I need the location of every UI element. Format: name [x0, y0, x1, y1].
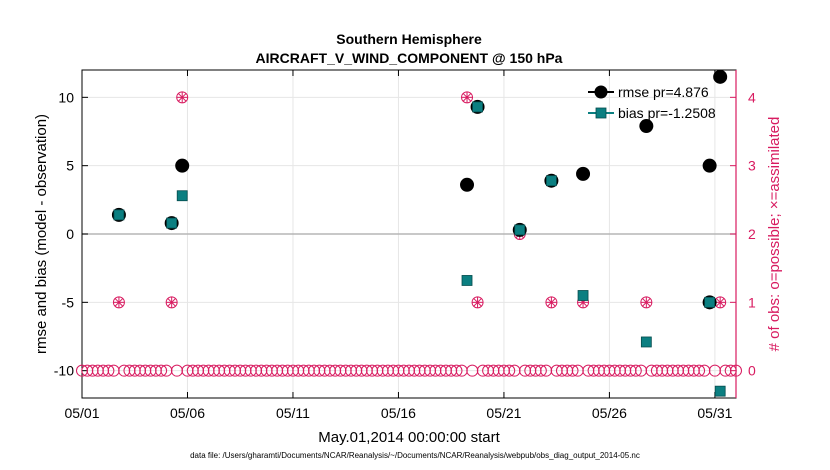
x-tick-label: 05/06 — [170, 405, 205, 421]
rmse-point — [175, 158, 190, 173]
y2-axis-label: # of obs: o=possible; ×=assimilated — [766, 117, 783, 352]
obs-count-marker — [112, 296, 125, 309]
x-tick-label: 05/11 — [276, 405, 310, 421]
legend-bias-label: bias pr=-1.2508 — [618, 105, 716, 121]
rmse-point — [639, 119, 654, 134]
bias-point — [113, 209, 125, 221]
bias-point — [577, 290, 589, 301]
y2-tick-label: 1 — [748, 294, 756, 310]
obs-zero-marker — [503, 364, 516, 377]
y2-tick-label: 2 — [748, 226, 756, 242]
obs-possible-circle — [534, 364, 547, 377]
obs-possible-circle — [566, 364, 579, 377]
obs-possible-circle — [102, 364, 115, 377]
bias-point — [704, 296, 716, 308]
obs-zero-marker — [693, 364, 706, 377]
legend: rmse pr=4.876 bias pr=-1.2508 — [588, 84, 716, 121]
obs-possible-circle — [503, 364, 516, 377]
x-tick-label: 05/16 — [381, 405, 416, 421]
x-tick-label: 05/26 — [592, 405, 627, 421]
rmse-point — [702, 158, 717, 173]
obs-count-marker — [471, 296, 484, 309]
obs-zero-marker — [102, 364, 115, 377]
bias-point — [166, 217, 178, 229]
x-tick-label: 05/31 — [697, 405, 732, 421]
bias-point — [640, 336, 652, 348]
obs-count-marker — [165, 296, 178, 309]
y-tick-label: -5 — [62, 294, 75, 310]
obs-count-marker — [176, 91, 189, 104]
y2-tick-label: 0 — [748, 363, 756, 379]
legend-bias-marker — [595, 107, 607, 119]
obs-possible-circle — [629, 364, 642, 377]
x-axis-label: May.01,2014 00:00:00 start — [318, 429, 500, 446]
y-axis-label: rmse and bias (model - observation) — [33, 114, 50, 354]
obs-possible-circle — [693, 364, 706, 377]
obs-zero-marker — [566, 364, 579, 377]
bias-point — [546, 175, 557, 187]
bias-point — [176, 190, 188, 202]
y2-tick-label: 3 — [748, 158, 756, 174]
obs-zero-marker — [724, 364, 737, 377]
obs-possible-circle — [155, 364, 168, 377]
y-tick-label: 10 — [58, 89, 74, 105]
obs-possible-circle — [724, 364, 737, 377]
chart-title: Southern Hemisphere — [336, 31, 482, 47]
axes: 05/01 05/06 05/11 05/16 05/21 05/26 05/31 -10 -5… — [54, 70, 756, 421]
data-marks — [76, 69, 742, 397]
rmse-point — [576, 166, 591, 181]
obs-count-marker — [545, 296, 558, 309]
chart-subtitle: AIRCRAFT_V_WIND_COMPONENT @ 150 hPa — [256, 50, 563, 66]
bias-point — [514, 224, 526, 236]
obs-possible-circle — [730, 364, 742, 377]
y-tick-label: 5 — [66, 158, 74, 174]
legend-rmse-label: rmse pr=4.876 — [618, 84, 709, 100]
x-tick-label: 05/01 — [64, 405, 99, 421]
x-tick-label: 05/21 — [486, 405, 521, 421]
data-file-footer: data file: /Users/gharamti/Documents/NCA… — [190, 451, 640, 460]
obs-zero-marker — [629, 364, 642, 377]
y-tick-label: 0 — [66, 226, 74, 242]
legend-rmse-marker — [594, 85, 608, 99]
y-tick-label: -10 — [54, 363, 74, 379]
rmse-point — [713, 69, 728, 84]
bias-point — [472, 101, 483, 113]
obs-zero-marker — [534, 364, 547, 377]
obs-count-marker — [640, 296, 653, 309]
obs-count-marker — [461, 91, 474, 104]
obs-zero-marker — [155, 364, 168, 377]
obs-zero-marker — [450, 364, 463, 377]
y2-tick-label: 4 — [748, 89, 756, 105]
bias-point — [714, 385, 726, 397]
bias-point — [461, 275, 473, 286]
obs-zero-marker — [730, 364, 742, 377]
obs-possible-circle — [450, 364, 463, 377]
rmse-point — [460, 177, 475, 192]
